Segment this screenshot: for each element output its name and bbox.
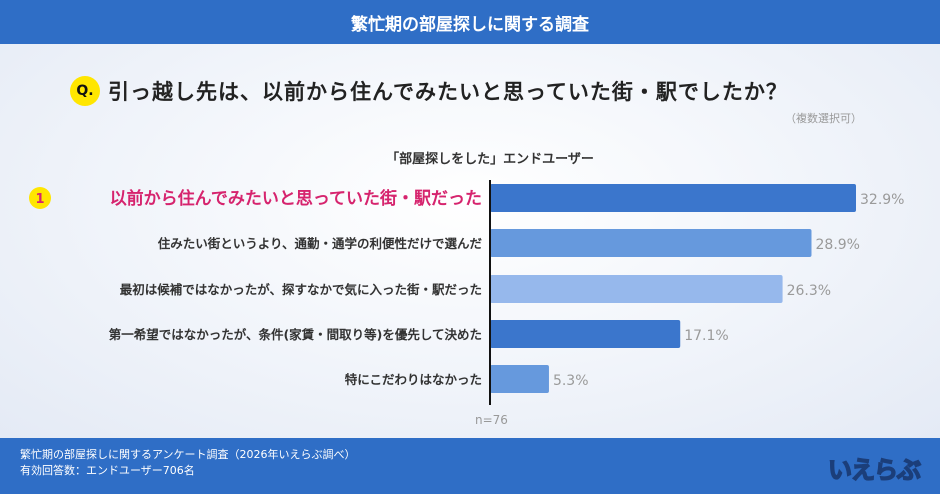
sample-size: n=76 bbox=[475, 413, 508, 427]
value-label: 17.1% bbox=[684, 328, 728, 344]
bar bbox=[490, 365, 549, 393]
ierabu-logo: いえらぶ bbox=[827, 455, 922, 485]
footer-source: 繁忙期の部屋探しに関するアンケート調査（2026年いえらぶ調べ） bbox=[20, 448, 356, 461]
category-label: 住みたい街というより、通勤・通学の利便性だけで選んだ bbox=[158, 236, 483, 251]
footer-respondents: 有効回答数：エンドユーザー706名 bbox=[20, 464, 195, 477]
q-badge: Q. bbox=[70, 76, 100, 106]
header-title: 繁忙期の部屋探しに関する調査 bbox=[0, 0, 940, 44]
question: Q. 引っ越し先は、以前から住んでみたいと思っていた街・駅でしたか？ bbox=[70, 76, 788, 106]
value-label: 28.9% bbox=[816, 237, 860, 253]
bar bbox=[490, 275, 783, 303]
rank-number: 1 bbox=[35, 192, 44, 207]
category-label: 特にこだわりはなかった bbox=[345, 372, 482, 387]
category-label: 最初は候補ではなかったが、探すなかで気に入った街・駅だった bbox=[120, 282, 482, 297]
value-label: 5.3% bbox=[553, 373, 589, 389]
multiple-choice-note: （複数選択可） bbox=[785, 112, 862, 125]
category-label: 第一希望ではなかったが、条件(家賃・間取り等)を優先して決めた bbox=[109, 327, 482, 342]
question-text: 引っ越し先は、以前から住んでみたいと思っていた街・駅でしたか？ bbox=[108, 80, 788, 104]
rank-badge bbox=[29, 187, 51, 209]
footer: 繁忙期の部屋探しに関するアンケート調査（2026年いえらぶ調べ） 有効回答数：エ… bbox=[0, 438, 940, 494]
value-label: 26.3% bbox=[787, 283, 831, 299]
chart-title: 「部屋探しをした」エンドユーザー bbox=[386, 152, 594, 167]
value-label: 32.9% bbox=[860, 192, 904, 208]
bar bbox=[490, 229, 812, 257]
bar bbox=[490, 320, 681, 348]
category-label: 以前から住んでみたいと思っていた街・駅だった bbox=[110, 188, 482, 209]
bar bbox=[490, 184, 856, 212]
bar-chart: 32.9% 以前から住んでみたいと思っていた街・駅だった 28.9% 住みたい街という… bbox=[29, 180, 904, 427]
